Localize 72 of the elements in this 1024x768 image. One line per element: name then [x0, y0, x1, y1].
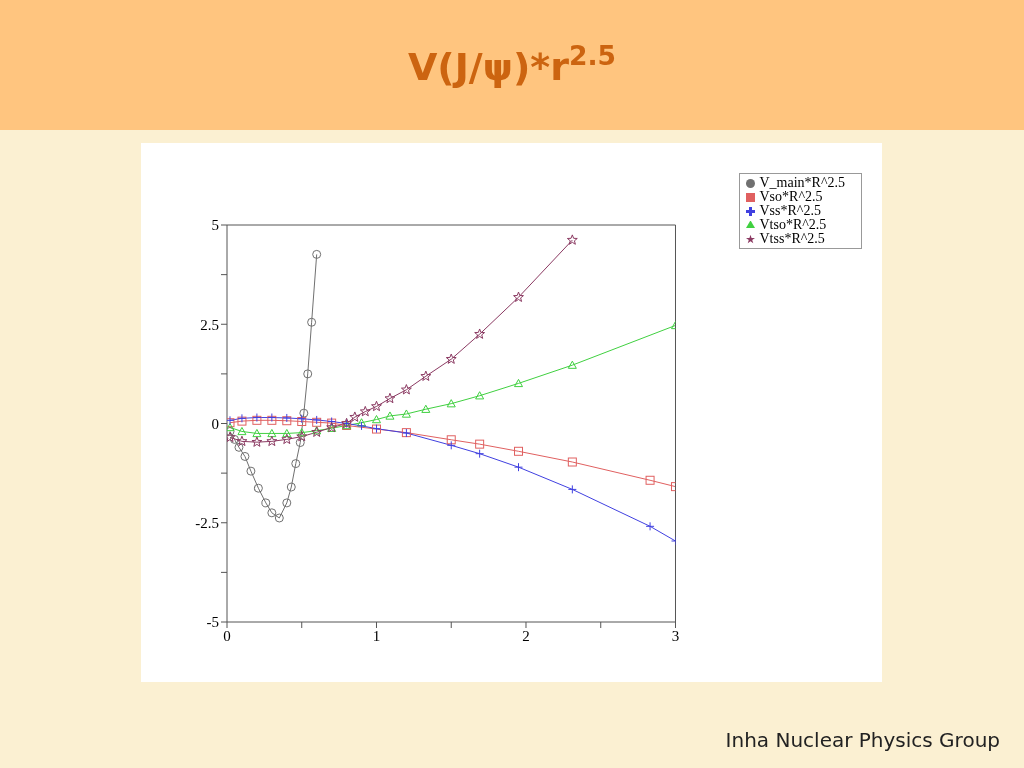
- point: [514, 446, 524, 456]
- text: Inha Nuclear Physics Group: [725, 728, 1000, 752]
- point: [307, 317, 317, 327]
- point: [446, 435, 456, 445]
- point: [267, 508, 277, 518]
- legend-label: Vso*R^2.5: [759, 189, 823, 204]
- point: [475, 391, 485, 400]
- y-tick-label: 2.5: [200, 316, 219, 333]
- point: [359, 405, 371, 417]
- point: [282, 498, 292, 508]
- point: [295, 438, 305, 448]
- point: [297, 428, 307, 437]
- point: [513, 291, 524, 302]
- point: [312, 249, 322, 259]
- point: [384, 392, 396, 404]
- legend-label: V_main*R^2.5: [759, 175, 845, 190]
- legend-label: Vtss*R^2.5: [759, 231, 825, 246]
- x-tick-label: 1: [372, 627, 381, 644]
- point: [251, 436, 263, 447]
- point: [253, 483, 263, 493]
- point: [567, 457, 577, 467]
- point: [286, 482, 296, 492]
- point: [567, 360, 577, 369]
- x-tick-label: 2: [522, 627, 530, 644]
- point: [237, 426, 247, 436]
- point: [281, 433, 293, 445]
- point: [299, 408, 309, 418]
- point: [400, 384, 412, 395]
- point: [240, 451, 250, 461]
- legend-label: Vtso*R^2.5: [759, 217, 827, 232]
- point: [645, 521, 655, 531]
- legend-label: Vss*R^2.5: [759, 203, 821, 218]
- point: [567, 484, 577, 494]
- point: [252, 428, 262, 438]
- point: [401, 409, 411, 418]
- point: [357, 421, 367, 431]
- point: [357, 418, 367, 427]
- y-tick-label: -2.5: [195, 515, 219, 532]
- point: [234, 442, 244, 452]
- point: [446, 440, 456, 450]
- point: [282, 428, 292, 438]
- point: [266, 435, 278, 447]
- y-tick-label: 0: [211, 415, 219, 432]
- point: [371, 415, 381, 424]
- point: [385, 411, 395, 420]
- point: [246, 466, 256, 476]
- point: [291, 459, 301, 469]
- point: [274, 513, 284, 523]
- point: [303, 369, 313, 379]
- point: [420, 370, 432, 381]
- point: [445, 353, 457, 364]
- point: [446, 399, 456, 408]
- point: [475, 439, 485, 449]
- chart-title: V(J/ψ)*r$^{2.5}$: [407, 39, 617, 89]
- point: [474, 328, 486, 339]
- x-tick-label: 0: [223, 627, 231, 644]
- y-tick-label: -5: [206, 614, 219, 631]
- y-tick-label: 5: [211, 217, 219, 234]
- point: [514, 378, 524, 388]
- point: [296, 430, 308, 442]
- point: [349, 411, 361, 422]
- point: [421, 404, 431, 413]
- point: [267, 428, 277, 438]
- point: [475, 449, 485, 459]
- point: [645, 475, 655, 485]
- x-tick-label: 3: [671, 627, 680, 644]
- point: [371, 400, 382, 412]
- point: [261, 498, 271, 508]
- point: [514, 462, 524, 472]
- point: [227, 422, 235, 432]
- point: [566, 234, 578, 245]
- point: [236, 435, 248, 447]
